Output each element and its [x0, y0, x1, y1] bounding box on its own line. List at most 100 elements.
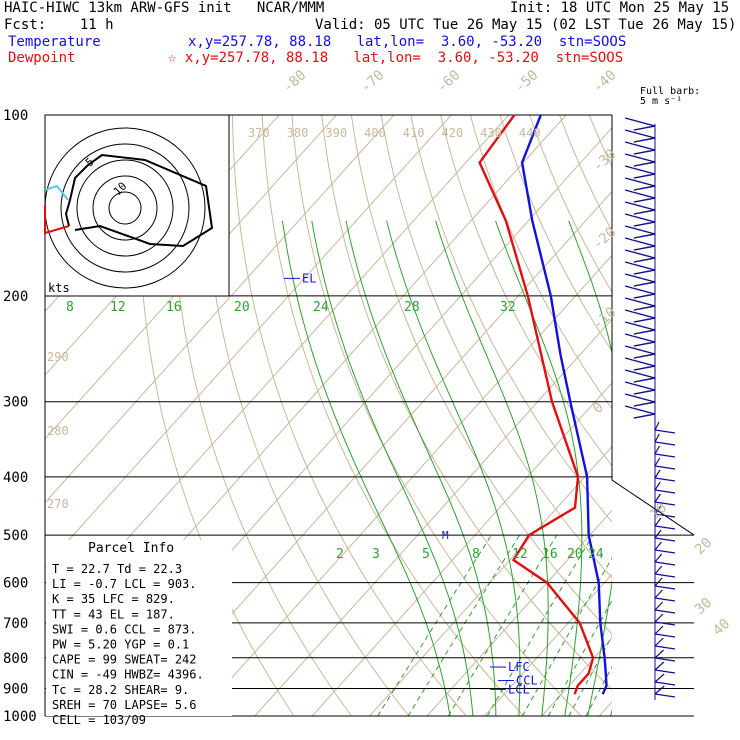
dewpoint-legend: Dewpoint [8, 50, 76, 66]
wind-barb [654, 541, 662, 551]
mixing-ratio-line [547, 599, 612, 716]
dry-adiabat [559, 115, 612, 232]
hodograph-lower-trace [44, 205, 70, 235]
isotherm-line [311, 382, 612, 716]
wind-barb [654, 525, 676, 530]
wind-barb [624, 405, 656, 415]
theta-label: 410 [403, 126, 425, 140]
wind-barb [633, 305, 656, 311]
pressure-label: 400 [3, 470, 28, 486]
parcel-row: T = 22.7 Td = 22.3 [52, 562, 182, 576]
isotherm-line [254, 318, 612, 716]
pressure-label: 500 [3, 528, 28, 544]
wind-barb [654, 673, 665, 683]
moist-adiabat [610, 708, 612, 716]
isotherm-label: -60 [434, 67, 464, 96]
parcel-row: K = 35 LFC = 829. [52, 592, 175, 606]
wind-barb [654, 565, 663, 575]
wind-barb [633, 341, 656, 347]
wind-barb [624, 201, 656, 211]
theta-label: 430 [480, 126, 502, 140]
wind-barb [624, 369, 656, 379]
wind-barb [654, 685, 665, 695]
parcel-title: Parcel Info [88, 541, 174, 556]
level-label: LFC [508, 660, 530, 674]
init-time: Init: 18 UTC Mon 25 May 15 [510, 0, 730, 16]
wind-barb [633, 221, 656, 227]
theta-label: 370 [248, 126, 270, 140]
hodograph-ring [60, 143, 190, 273]
wind-barb [633, 245, 656, 251]
wind-barb [654, 577, 663, 587]
wind-barb [654, 645, 676, 650]
pressure-label: 900 [3, 681, 28, 697]
barb-key-line: Full barb: [640, 86, 700, 97]
valid-time: Valid: 05 UTC Tue 26 May 15 (02 LST Tue … [315, 17, 737, 33]
level-label: LCL [508, 682, 530, 696]
parcel-row: TT = 43 EL = 187. [52, 607, 175, 621]
isotherm-label: 30 [692, 595, 715, 618]
dewpoint-line [478, 114, 595, 695]
isotherm-line [45, 115, 337, 440]
isotherm-line [45, 115, 395, 504]
mixing-ratio-label: 16 [166, 300, 182, 315]
dry-adiabat [321, 115, 612, 691]
wind-barb [654, 625, 664, 635]
dry-adiabat [440, 115, 612, 467]
wind-barb [624, 285, 656, 295]
wind-barb [654, 477, 676, 482]
hodograph-trace [64, 153, 214, 248]
mixing-ratio-label: 5 [422, 547, 430, 562]
dry-adiabat [499, 115, 612, 353]
mixing-ratio-line [407, 534, 521, 716]
mixing-ratio-line [568, 635, 612, 716]
parcel-row: SREH = 70 LAPSE= 5.6 [52, 698, 197, 712]
theta-label: 290 [47, 350, 69, 364]
wind-barb [624, 225, 656, 235]
wind-barb [654, 489, 676, 494]
wind-barb [633, 137, 656, 143]
mixing-ratio-label: 28 [404, 300, 420, 315]
mixing-ratio-label: 20 [234, 300, 250, 315]
wind-barb [654, 649, 664, 659]
wind-barb [633, 125, 656, 131]
wind-barb [654, 633, 676, 638]
pressure-label: 700 [3, 616, 28, 632]
wind-barb [654, 537, 676, 542]
moist-adiabat [345, 220, 497, 716]
level-label: EL [302, 271, 316, 285]
wind-barb [654, 657, 676, 662]
frame-right-slant [611, 479, 695, 536]
dry-adiabat [410, 115, 612, 523]
wind-barb [633, 233, 656, 239]
wind-barb [654, 553, 663, 563]
theta-label: 420 [442, 126, 464, 140]
parcel-row: SWI = 0.6 CCL = 873. [52, 622, 197, 636]
wind-barb [654, 441, 676, 446]
theta-label: 280 [47, 424, 69, 438]
wind-barb [624, 189, 656, 199]
dry-adiabat [232, 115, 466, 716]
moist-adiabat [435, 220, 549, 716]
pressure-label: 300 [3, 395, 28, 411]
barb-key-label: Full barb: 5 m s⁻¹ [640, 86, 700, 107]
parcel-box [46, 540, 232, 716]
pressure-label: 1000 [3, 709, 37, 725]
forecast-hour: Fcst: 11 h [4, 17, 114, 33]
wind-barb [633, 353, 656, 359]
wind-barb [633, 257, 656, 263]
wind-barb [633, 317, 656, 323]
hodograph-ring [76, 159, 174, 257]
mixing-ratio-label: 20 [567, 547, 583, 562]
wind-barb [633, 149, 656, 155]
parcel-row: CELL = 103/09 [52, 713, 146, 727]
parcel-row: LI = -0.7 LCL = 903. [52, 577, 197, 591]
wind-barb [624, 141, 656, 151]
theta-label: 380 [287, 126, 309, 140]
wind-barb [633, 185, 656, 191]
wind-barb [654, 681, 676, 686]
wind-barb [624, 321, 656, 331]
parcel-row: PW = 5.20 YGP = 0.1 [52, 638, 189, 652]
wind-barb [654, 465, 676, 470]
wind-barb [654, 589, 663, 599]
